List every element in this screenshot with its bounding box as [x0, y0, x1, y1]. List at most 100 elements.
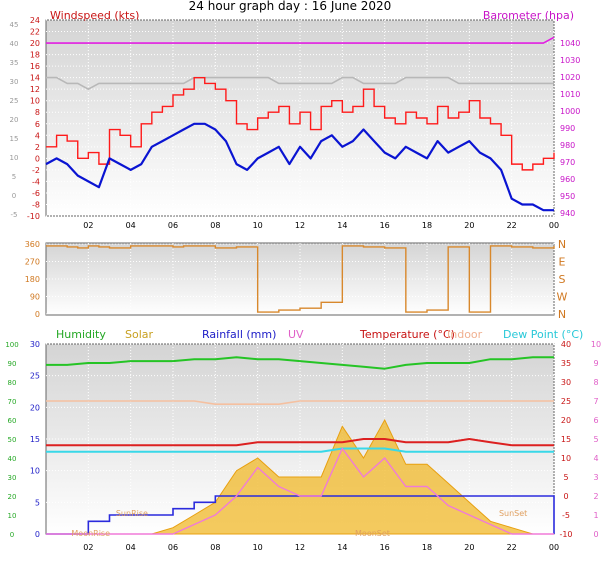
wind-y-tick: 14 [30, 74, 40, 83]
baro-y-tick: 1000 [560, 107, 580, 116]
legend-humidity: Humidity [56, 328, 106, 341]
wind-outer-tick: -5 [11, 211, 18, 219]
x-tick-multi: 12 [295, 543, 305, 552]
annotation-sunset: SunSet [499, 509, 527, 518]
humidity-y-tick: 30 [8, 474, 17, 482]
baro-y-tick: 1040 [560, 39, 580, 48]
uv-y-tick: 10 [591, 340, 601, 349]
series-temperature [46, 438, 554, 447]
temp-y-tick: 10 [561, 454, 571, 463]
wind-outer-tick: 10 [10, 154, 19, 162]
wind-y-tick: 8 [35, 108, 40, 117]
baro-y-tick: 1020 [560, 73, 580, 82]
legend-temperature: Temperature (°C) [359, 328, 455, 341]
uv-y-tick: 8 [593, 378, 598, 387]
uv-y-tick: 0 [593, 530, 598, 539]
humidity-y-tick: 70 [8, 398, 17, 406]
legend-dewpoint: Dew Point (°C) [503, 328, 583, 341]
chart-title: 24 hour graph day : 16 June 2020 [189, 0, 392, 13]
x-tick-multi: 16 [380, 543, 390, 552]
humidity-y-tick: 0 [10, 531, 14, 539]
wind-y-tick: 6 [35, 120, 40, 129]
baro-axis-title: Barometer (hpa) [483, 9, 574, 22]
series-direction [46, 245, 555, 313]
wind-y-tick: -10 [27, 212, 40, 221]
rain-y-tick: 5 [35, 498, 40, 507]
wind-outer-tick: 40 [10, 40, 19, 48]
baro-y-tick: 960 [560, 175, 575, 184]
x-tick-wind: 10 [253, 221, 263, 230]
dir-y-tick: 180 [25, 275, 40, 284]
annotation-sunrise: SunRise [116, 509, 148, 518]
temp-y-tick: 20 [561, 416, 571, 425]
baro-y-tick: 1010 [560, 90, 580, 99]
uv-y-tick: 6 [593, 416, 598, 425]
temp-y-tick: 0 [563, 492, 568, 501]
wind-outer-tick: 0 [12, 192, 16, 200]
x-tick-multi: 06 [168, 543, 178, 552]
legend-uv: UV [288, 328, 304, 341]
compass-label: W [557, 291, 568, 304]
temp-y-tick: 35 [561, 359, 571, 368]
series-wind_grey [46, 76, 554, 90]
series-humidity [46, 356, 554, 370]
wind-y-tick: -4 [32, 177, 40, 186]
compass-label: S [559, 273, 566, 286]
temp-y-tick: 5 [563, 473, 568, 482]
x-tick-wind: 00 [549, 221, 559, 230]
wind-outer-tick: 25 [10, 97, 19, 105]
wind-outer-tick: 30 [10, 78, 19, 86]
x-tick-multi: 00 [549, 543, 559, 552]
temp-y-tick: 25 [561, 397, 571, 406]
series-uv [46, 447, 554, 535]
humidity-y-tick: 40 [8, 455, 17, 463]
x-tick-multi: 18 [422, 543, 432, 552]
wind-y-tick: -8 [32, 200, 40, 209]
dir-y-tick: 0 [35, 310, 40, 319]
temp-y-tick: 40 [561, 340, 571, 349]
wind-y-tick: 10 [30, 97, 40, 106]
series-rainfall [46, 495, 555, 535]
wind-y-tick: 2 [35, 143, 40, 152]
x-tick-multi: 04 [126, 543, 136, 552]
humidity-y-tick: 100 [5, 341, 18, 349]
x-tick-wind: 12 [295, 221, 305, 230]
series-wind_gust [46, 76, 555, 171]
baro-y-tick: 940 [560, 209, 575, 218]
annotation-moonset: MoonSet [355, 529, 390, 538]
uv-y-tick: 1 [593, 511, 598, 520]
x-tick-multi: 10 [253, 543, 263, 552]
temp-y-tick: -5 [562, 511, 570, 520]
uv-y-tick: 3 [593, 473, 598, 482]
legend-solar: Solar [125, 328, 154, 341]
annotation-moonrise: MoonRise [71, 529, 110, 538]
wind-outer-tick: 20 [10, 116, 19, 124]
baro-y-tick: 970 [560, 158, 575, 167]
wind-y-tick: 4 [35, 131, 40, 140]
humidity-y-tick: 90 [8, 360, 17, 368]
humidity-y-tick: 50 [8, 436, 17, 444]
x-tick-wind: 04 [126, 221, 136, 230]
wind-y-tick: 16 [30, 62, 40, 71]
wind-outer-tick: 45 [10, 21, 19, 29]
wind-outer-tick: 15 [10, 135, 19, 143]
baro-y-tick: 990 [560, 124, 575, 133]
series-dewpoint [46, 447, 554, 453]
uv-y-tick: 7 [593, 397, 598, 406]
dir-y-tick: 90 [30, 293, 40, 302]
rain-y-tick: 10 [30, 467, 40, 476]
rain-y-tick: 0 [35, 530, 40, 539]
legend-indoor: Indoor [447, 328, 483, 341]
wind-y-tick: 24 [30, 16, 40, 25]
compass-label: N [558, 308, 566, 321]
baro-y-tick: 1030 [560, 56, 580, 65]
wind-y-tick: 12 [30, 85, 40, 94]
wind-axis-title: Windspeed (kts) [50, 9, 139, 22]
compass-label: N [558, 238, 566, 251]
wind-y-tick: 0 [35, 154, 40, 163]
x-tick-wind: 20 [464, 221, 474, 230]
dir-y-tick: 360 [25, 240, 40, 249]
x-tick-multi: 14 [337, 543, 347, 552]
x-tick-wind: 02 [83, 221, 93, 230]
